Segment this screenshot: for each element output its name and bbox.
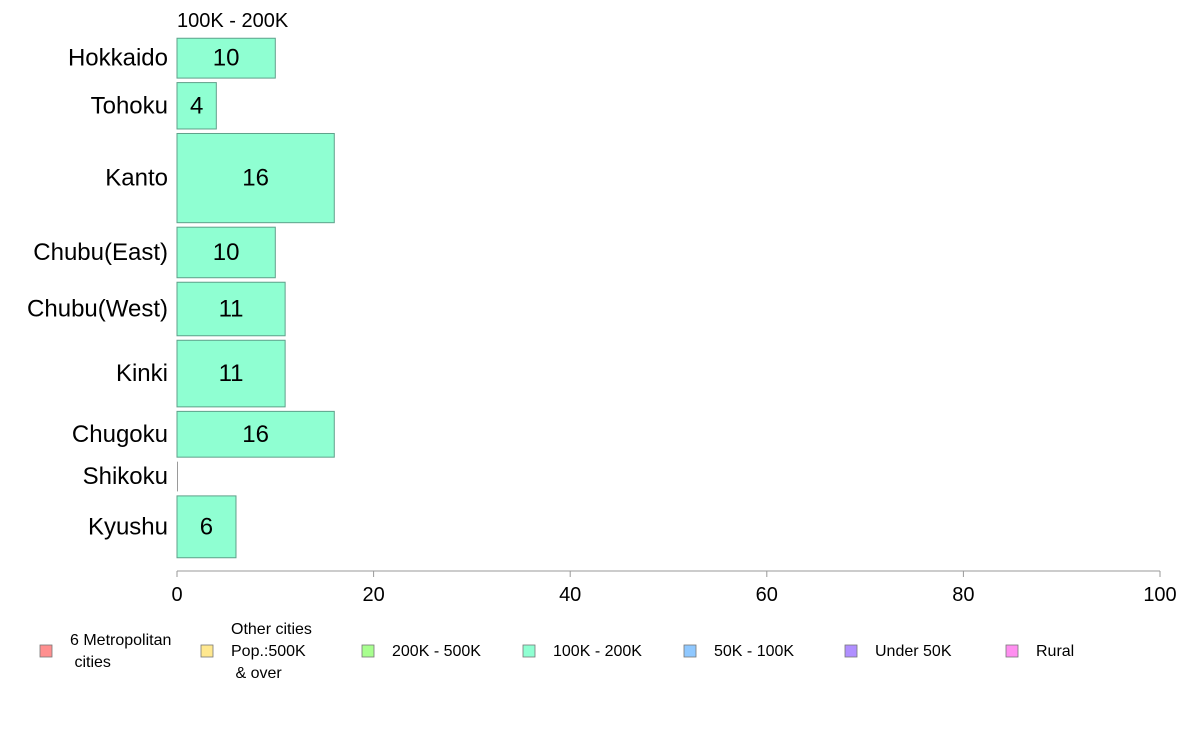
bar [176, 37, 276, 79]
bar-value-label: 6 [200, 513, 213, 540]
x-tick-label: 40 [559, 584, 581, 606]
bar [177, 461, 178, 492]
legend-swatch [683, 644, 697, 658]
legend-label: Under 50K [875, 643, 952, 660]
legend-label: 200K - 500K [392, 643, 481, 660]
bar [176, 226, 276, 279]
bar [176, 82, 217, 130]
category-label: Hokkaido [68, 45, 168, 72]
legend-label: Other cities Pop.:500K & over [231, 621, 312, 682]
category-label: Tohoku [91, 92, 168, 119]
category-label: Kyushu [88, 513, 168, 540]
bar [176, 339, 286, 408]
legend-label: 100K - 200K [553, 643, 642, 660]
legend-label: 6 Metropolitan cities [70, 632, 171, 671]
bar [176, 281, 286, 337]
bar-value-label: 11 [219, 360, 244, 387]
category-label: Kanto [105, 165, 168, 192]
panel-title: 100K - 200K [177, 10, 289, 32]
bar-value-label: 11 [219, 296, 244, 323]
bar [176, 495, 237, 559]
legend-swatch [361, 644, 375, 658]
x-tick-label: 60 [756, 584, 778, 606]
x-tick-label: 100 [1143, 584, 1176, 606]
legend-label: 50K - 100K [714, 643, 794, 660]
legend-swatch [522, 644, 536, 658]
bar-value-label: 16 [242, 421, 269, 448]
legend-label: Rural [1036, 643, 1074, 660]
category-label: Shikoku [83, 463, 168, 490]
bar-value-label: 16 [242, 165, 269, 192]
bar-value-label: 10 [213, 239, 240, 266]
legend-swatch [844, 644, 858, 658]
legend-swatch [39, 644, 53, 658]
bar-value-label: 4 [190, 92, 203, 119]
bars-group: Hokkaido 10 Tohoku 4 Kanto 16 Chubu(East) 10 Chu… [27, 37, 335, 559]
category-label: Chubu(West) [27, 296, 168, 323]
x-tick-label: 0 [171, 584, 182, 606]
category-label: Kinki [116, 360, 168, 387]
legend-swatch [200, 644, 214, 658]
x-tick-label: 20 [362, 584, 384, 606]
bar [176, 410, 335, 458]
legend-swatch [1005, 644, 1019, 658]
bar [176, 132, 335, 224]
bar-value-label: 10 [213, 45, 240, 72]
legend: 6 Metropolitan cities Other cities Pop.:50… [39, 621, 1074, 682]
category-label: Chugoku [72, 421, 168, 448]
x-axis: 0 20 40 60 80 100 [171, 570, 1177, 606]
category-label: Chubu(East) [33, 239, 168, 266]
x-tick-label: 80 [952, 584, 974, 606]
